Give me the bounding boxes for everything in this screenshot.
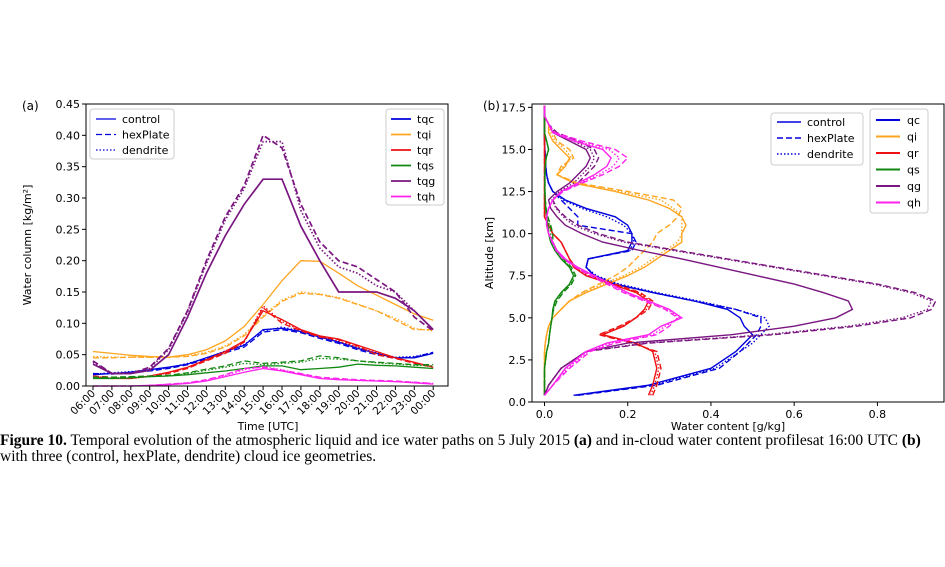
x-tick-label: 0.2 xyxy=(619,408,637,421)
y-tick-label: 10.0 xyxy=(502,228,527,241)
y-tick-label: 0.0 xyxy=(509,396,527,409)
color-legend-label: tqs xyxy=(417,160,434,173)
y-tick-label: 7.5 xyxy=(509,270,527,283)
series-tqi-control xyxy=(92,260,434,358)
x-tick-label: 0.0 xyxy=(536,408,554,421)
color-legend-label: qc xyxy=(907,114,920,127)
color-legend-label: tqi xyxy=(417,129,431,142)
caption-panel-b-ref: (b) xyxy=(901,432,921,449)
color-legend-label: qi xyxy=(907,131,917,144)
panel-b-frame xyxy=(531,103,945,403)
y-tick-label: 17.5 xyxy=(502,101,527,114)
color-legend-label: tqr xyxy=(417,144,433,157)
series-qh-dendrite xyxy=(543,105,682,396)
style-legend-box xyxy=(89,108,175,160)
series-tqh-dendrite xyxy=(93,365,434,387)
y-tick-label: 0.40 xyxy=(56,129,81,142)
caption-text-2: and in-cloud water content profilesat 16… xyxy=(591,432,902,449)
y-tick-label: 0.00 xyxy=(56,380,81,393)
caption-text-1: Temporal evolution of the atmospheric li… xyxy=(66,432,574,449)
y-tick-label: 0.30 xyxy=(56,192,81,205)
panel-b-ylabel: Altitude [km] xyxy=(483,217,496,289)
panel-a-label: (a) xyxy=(22,99,39,113)
series-tqg-hexPlate xyxy=(92,133,434,375)
panel-a: (a) Time [UTC] Water column [kg/m²] 0.00… xyxy=(21,98,449,433)
color-legend-label: qg xyxy=(907,180,921,193)
series-qg-dendrite xyxy=(543,105,933,396)
color-legend-label: tqc xyxy=(417,113,434,126)
y-tick-label: 0.45 xyxy=(56,98,81,111)
color-legend-box xyxy=(385,108,445,206)
y-tick-label: 5.0 xyxy=(509,312,527,325)
x-tick-label: 0.8 xyxy=(869,408,887,421)
series-tqs-dendrite xyxy=(93,357,434,379)
caption-text-3: with three (control, hexPlate, dendrite)… xyxy=(0,448,377,465)
figure-caption: Figure 10. Temporal evolution of the atm… xyxy=(0,433,945,465)
series-tqi-dendrite xyxy=(92,291,434,358)
style-legend-label: hexPlate xyxy=(122,129,170,142)
color-legend-label: tqh xyxy=(417,191,435,204)
color-legend-label: qh xyxy=(907,197,921,210)
x-tick-label: 0.6 xyxy=(785,408,803,421)
series-tqi-hexPlate xyxy=(93,292,434,359)
y-tick-label: 15.0 xyxy=(502,143,527,156)
y-tick-label: 0.10 xyxy=(56,317,81,330)
y-tick-label: 0.20 xyxy=(56,255,81,268)
series-qh-control xyxy=(543,105,684,396)
style-legend-label: control xyxy=(807,116,845,129)
y-tick-label: 2.5 xyxy=(509,354,527,367)
series-qc-dendrite xyxy=(543,105,771,396)
panel-b-label: (b) xyxy=(483,99,500,113)
series-tqg-control xyxy=(92,178,434,375)
style-legend-label: dendrite xyxy=(122,144,169,157)
style-legend-box xyxy=(770,112,864,166)
color-legend-label: tqg xyxy=(417,175,435,188)
panel-b-xlabel: Water content [g/kg] xyxy=(671,420,785,433)
series-qg-control xyxy=(543,105,854,396)
series-qr-dendrite xyxy=(543,105,660,396)
panel-b: (b) Water content [g/kg] Altitude [km] 0… xyxy=(483,99,945,433)
style-legend-label: control xyxy=(122,113,160,126)
caption-label: Figure 10. xyxy=(0,432,67,449)
style-legend-label: dendrite xyxy=(807,148,854,161)
y-tick-label: 0.05 xyxy=(56,349,81,362)
y-tick-label: 12.5 xyxy=(502,186,527,199)
series-qc-control xyxy=(543,105,754,396)
series-qi-dendrite xyxy=(543,105,683,396)
y-tick-label: 0.25 xyxy=(56,223,81,236)
y-tick-label: 0.15 xyxy=(56,286,81,299)
color-legend-label: qs xyxy=(907,164,920,177)
series-tqg-dendrite xyxy=(92,140,434,375)
color-legend-label: qr xyxy=(907,147,919,160)
y-tick-label: 0.35 xyxy=(56,161,81,174)
caption-panel-a-ref: (a) xyxy=(573,432,592,449)
x-tick-label: 0.4 xyxy=(702,408,720,421)
panel-a-frame xyxy=(85,103,449,387)
series-qs-dendrite xyxy=(543,105,576,396)
panel-a-xlabel: Time [UTC] xyxy=(237,420,299,433)
style-legend-label: hexPlate xyxy=(807,132,855,145)
panel-a-ylabel: Water column [kg/m²] xyxy=(21,185,34,306)
